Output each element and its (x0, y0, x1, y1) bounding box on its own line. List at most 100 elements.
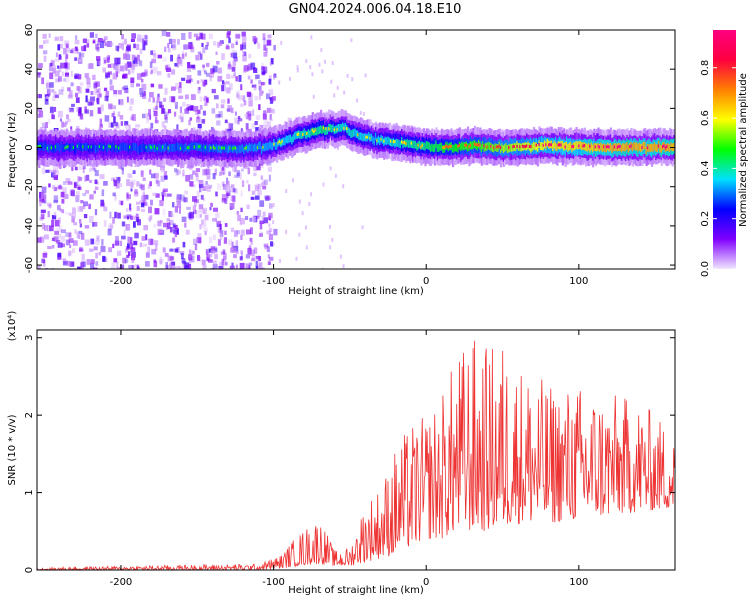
noise-speck (96, 97, 100, 105)
noise-speck (232, 195, 236, 203)
noise-speck (242, 36, 247, 42)
ridge-cell (416, 142, 419, 151)
noise-speck (67, 87, 71, 92)
ridge-cell (552, 143, 555, 152)
noise-speck (261, 66, 265, 71)
noise-speck (102, 267, 106, 269)
noise-speck (269, 62, 272, 66)
noise-speck (164, 253, 169, 257)
noise-speck (184, 190, 188, 195)
noise-speck (48, 33, 51, 38)
noise-speck (48, 183, 51, 188)
noise-speck (113, 90, 118, 95)
noise-speck (62, 181, 67, 185)
ridge-cell (189, 143, 192, 152)
ridge-cell (131, 143, 134, 151)
noise-speck (209, 76, 212, 82)
noise-speck (220, 104, 225, 109)
noise-speck (135, 124, 140, 128)
noise-speck (46, 89, 51, 96)
noise-speck (71, 189, 75, 197)
ridge-cell (634, 142, 637, 151)
noise-speck (41, 186, 47, 194)
noise-speck (268, 227, 273, 232)
ridge-cell (670, 142, 673, 151)
noise-speck (137, 219, 141, 226)
noise-speck (58, 89, 64, 95)
noise-speck (263, 179, 268, 185)
noise-speck (166, 32, 171, 37)
noise-speck (132, 170, 136, 174)
noise-speck (222, 171, 225, 176)
noise-speck (82, 165, 86, 170)
noise-speck (126, 194, 131, 199)
ridge-cell (431, 143, 434, 152)
noise-speck (86, 82, 91, 88)
noise-speck (127, 69, 131, 75)
noise-speck (72, 213, 76, 219)
ridge-cell (585, 143, 588, 151)
noise-speck (103, 220, 107, 227)
noise-speck (329, 166, 332, 171)
ridge-cell (395, 138, 398, 147)
noise-speck (197, 109, 201, 115)
noise-speck (252, 109, 255, 116)
noise-speck (259, 200, 265, 207)
noise-speck (175, 82, 180, 90)
noise-speck (268, 212, 273, 219)
noise-speck (124, 258, 129, 264)
noise-speck (82, 193, 87, 197)
noise-speck (199, 32, 203, 39)
noise-speck (149, 92, 154, 98)
noise-speck (251, 216, 256, 222)
noise-speck (202, 209, 206, 214)
noise-speck (64, 40, 70, 46)
noise-speck (222, 249, 226, 254)
noise-speck (219, 223, 222, 231)
noise-speck (90, 262, 95, 269)
noise-speck (117, 177, 121, 182)
noise-speck (226, 192, 230, 197)
noise-speck (212, 65, 218, 73)
noise-speck (50, 58, 54, 65)
noise-speck (152, 97, 155, 103)
noise-speck (310, 35, 313, 40)
ridge-cell (363, 133, 367, 142)
noise-speck (119, 240, 123, 247)
noise-speck (151, 58, 157, 64)
ridge-cell (133, 142, 136, 151)
noise-speck (227, 239, 233, 246)
noise-speck (142, 243, 147, 247)
noise-speck (125, 124, 128, 129)
noise-speck (130, 38, 135, 42)
noise-speck (196, 116, 201, 123)
noise-speck (171, 96, 176, 103)
noise-speck (183, 197, 188, 203)
noise-speck (236, 90, 240, 96)
ridge-cell (134, 143, 137, 151)
noise-speck (167, 43, 170, 48)
noise-speck (188, 263, 192, 269)
noise-speck (137, 73, 142, 80)
noise-speck (111, 113, 115, 118)
ridge-cell (75, 144, 78, 153)
noise-speck (112, 111, 116, 115)
noise-speck (188, 32, 192, 39)
noise-speck (149, 181, 152, 187)
noise-speck (61, 198, 65, 204)
noise-speck (61, 71, 64, 77)
noise-speck (150, 122, 154, 129)
ridge-cell (567, 143, 570, 152)
noise-speck (41, 77, 45, 85)
ridge-cell (609, 142, 612, 151)
noise-speck (247, 247, 252, 255)
noise-speck (243, 65, 249, 72)
noise-speck (69, 107, 74, 112)
ridge-cell (626, 142, 629, 150)
ridge-cell (295, 131, 298, 140)
noise-speck (211, 108, 216, 114)
noise-speck (141, 195, 146, 201)
noise-speck (125, 54, 131, 60)
noise-speck (172, 202, 175, 208)
y-tick-label: 0 (24, 144, 35, 150)
